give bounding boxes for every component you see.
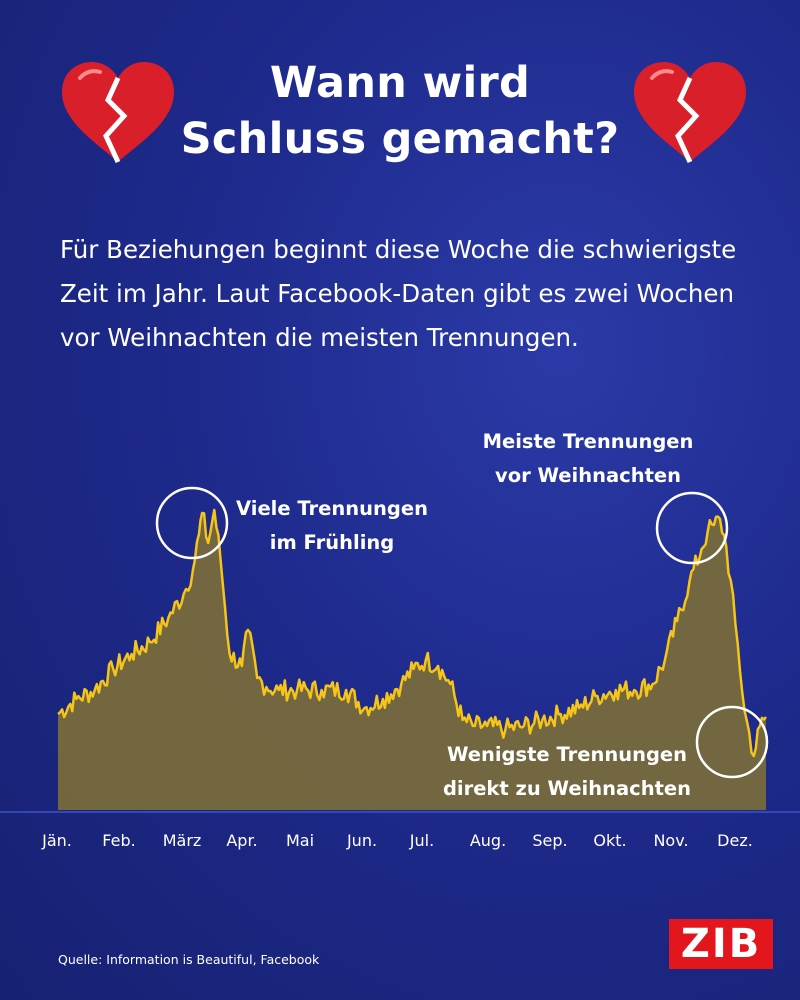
- x-tick-label: Feb.: [102, 831, 135, 850]
- broken-heart-icon: [62, 62, 174, 164]
- page-title: Wann wird Schluss gemacht?: [0, 55, 800, 167]
- x-tick-label: Apr.: [226, 831, 257, 850]
- annotation-circle: [155, 486, 229, 560]
- zib-logo: ZIB: [669, 919, 773, 969]
- intro-line-3: vor Weihnachten die meisten Trennungen.: [60, 323, 579, 352]
- title-line-2: Schluss gemacht?: [180, 114, 620, 164]
- annotation-spring-line-2: im Frühling: [269, 531, 395, 554]
- annotation-before-christmas-line-2: vor Weihnachten: [494, 464, 682, 487]
- intro-text: Für Beziehungen beginnt diese Woche die …: [60, 228, 780, 360]
- x-tick-label: Jän.: [41, 831, 72, 850]
- intro-line-2: Zeit im Jahr. Laut Facebook-Daten gibt e…: [60, 279, 734, 308]
- annotation-spring: Viele Trennungen im Frühling: [232, 492, 432, 560]
- title-line-1: Wann wird: [269, 58, 531, 108]
- annotation-spring-line-1: Viele Trennungen: [236, 497, 428, 520]
- annotation-before-christmas: Meiste Trennungen vor Weihnachten: [476, 425, 700, 493]
- annotation-circle: [695, 705, 769, 779]
- series-area: [58, 510, 766, 810]
- x-tick-label: Nov.: [653, 831, 688, 850]
- x-tick-label: Jun.: [346, 831, 377, 850]
- annotation-christmas: Wenigste Trennungen direkt zu Weihnachte…: [440, 738, 694, 806]
- series-line: [57, 508, 767, 758]
- breakup-chart: Jän. Feb. März Apr. Mai Jun. Jul. Aug. Sep. Okt. N…: [0, 486, 800, 850]
- annotation-before-christmas-line-1: Meiste Trennungen: [482, 430, 694, 453]
- x-tick-label: Okt.: [593, 831, 626, 850]
- annotation-christmas-line-1: Wenigste Trennungen: [446, 743, 688, 766]
- x-tick-label: Jul.: [409, 831, 434, 850]
- source-note: Quelle: Information is Beautiful, Facebo…: [58, 952, 320, 967]
- x-tick-label: März: [163, 831, 202, 850]
- x-tick-label: Aug.: [470, 831, 506, 850]
- annotation-christmas-line-2: direkt zu Weihnachten: [442, 777, 692, 800]
- x-tick-label: Dez.: [717, 831, 753, 850]
- x-tick-label: Sep.: [532, 831, 567, 850]
- broken-heart-icon: [634, 62, 746, 164]
- annotation-circle: [655, 491, 729, 565]
- intro-line-1: Für Beziehungen beginnt diese Woche die …: [60, 235, 737, 264]
- x-tick-label: Mai: [286, 831, 314, 850]
